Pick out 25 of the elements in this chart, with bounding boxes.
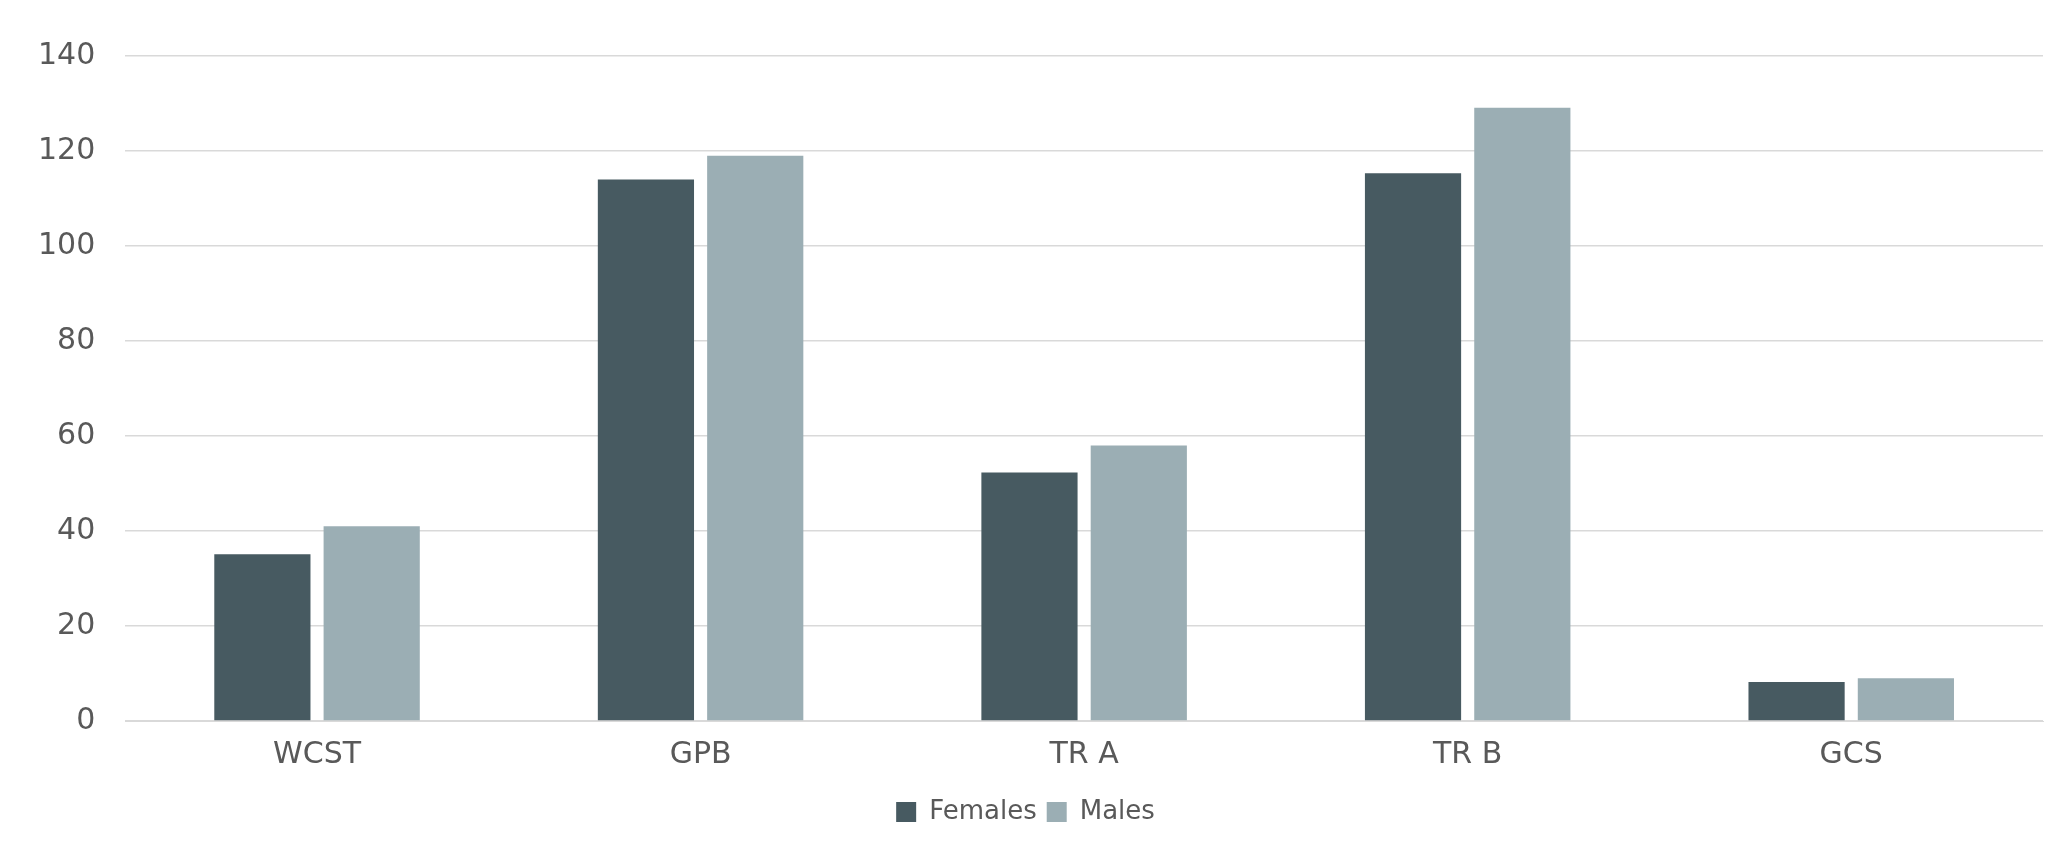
y-tick-label: 20	[57, 605, 96, 641]
bar	[981, 472, 1078, 721]
bar	[707, 155, 804, 721]
bar	[214, 554, 311, 721]
x-tick-label: TR A	[1048, 734, 1120, 770]
y-tick-label: 100	[38, 225, 96, 261]
bar	[323, 526, 420, 721]
x-tick-label: GCS	[1819, 734, 1883, 770]
y-tick-label: 0	[76, 700, 96, 736]
bar	[1748, 682, 1845, 721]
y-tick-label: 140	[38, 35, 96, 71]
bar	[1857, 678, 1954, 721]
legend-label: Males	[1079, 794, 1155, 825]
bar	[1364, 173, 1462, 721]
y-tick-label: 80	[57, 320, 96, 356]
y-tick-label: 120	[38, 130, 96, 166]
legend-label: Females	[929, 794, 1037, 825]
bar	[1474, 107, 1571, 721]
bar	[1090, 445, 1187, 721]
y-tick-label: 40	[57, 510, 96, 546]
x-tick-label: TR B	[1432, 734, 1503, 770]
x-tick-label: GPB	[669, 734, 732, 770]
x-tick-label: WCST	[273, 734, 362, 770]
y-tick-label: 60	[57, 415, 96, 451]
bar	[597, 179, 695, 721]
